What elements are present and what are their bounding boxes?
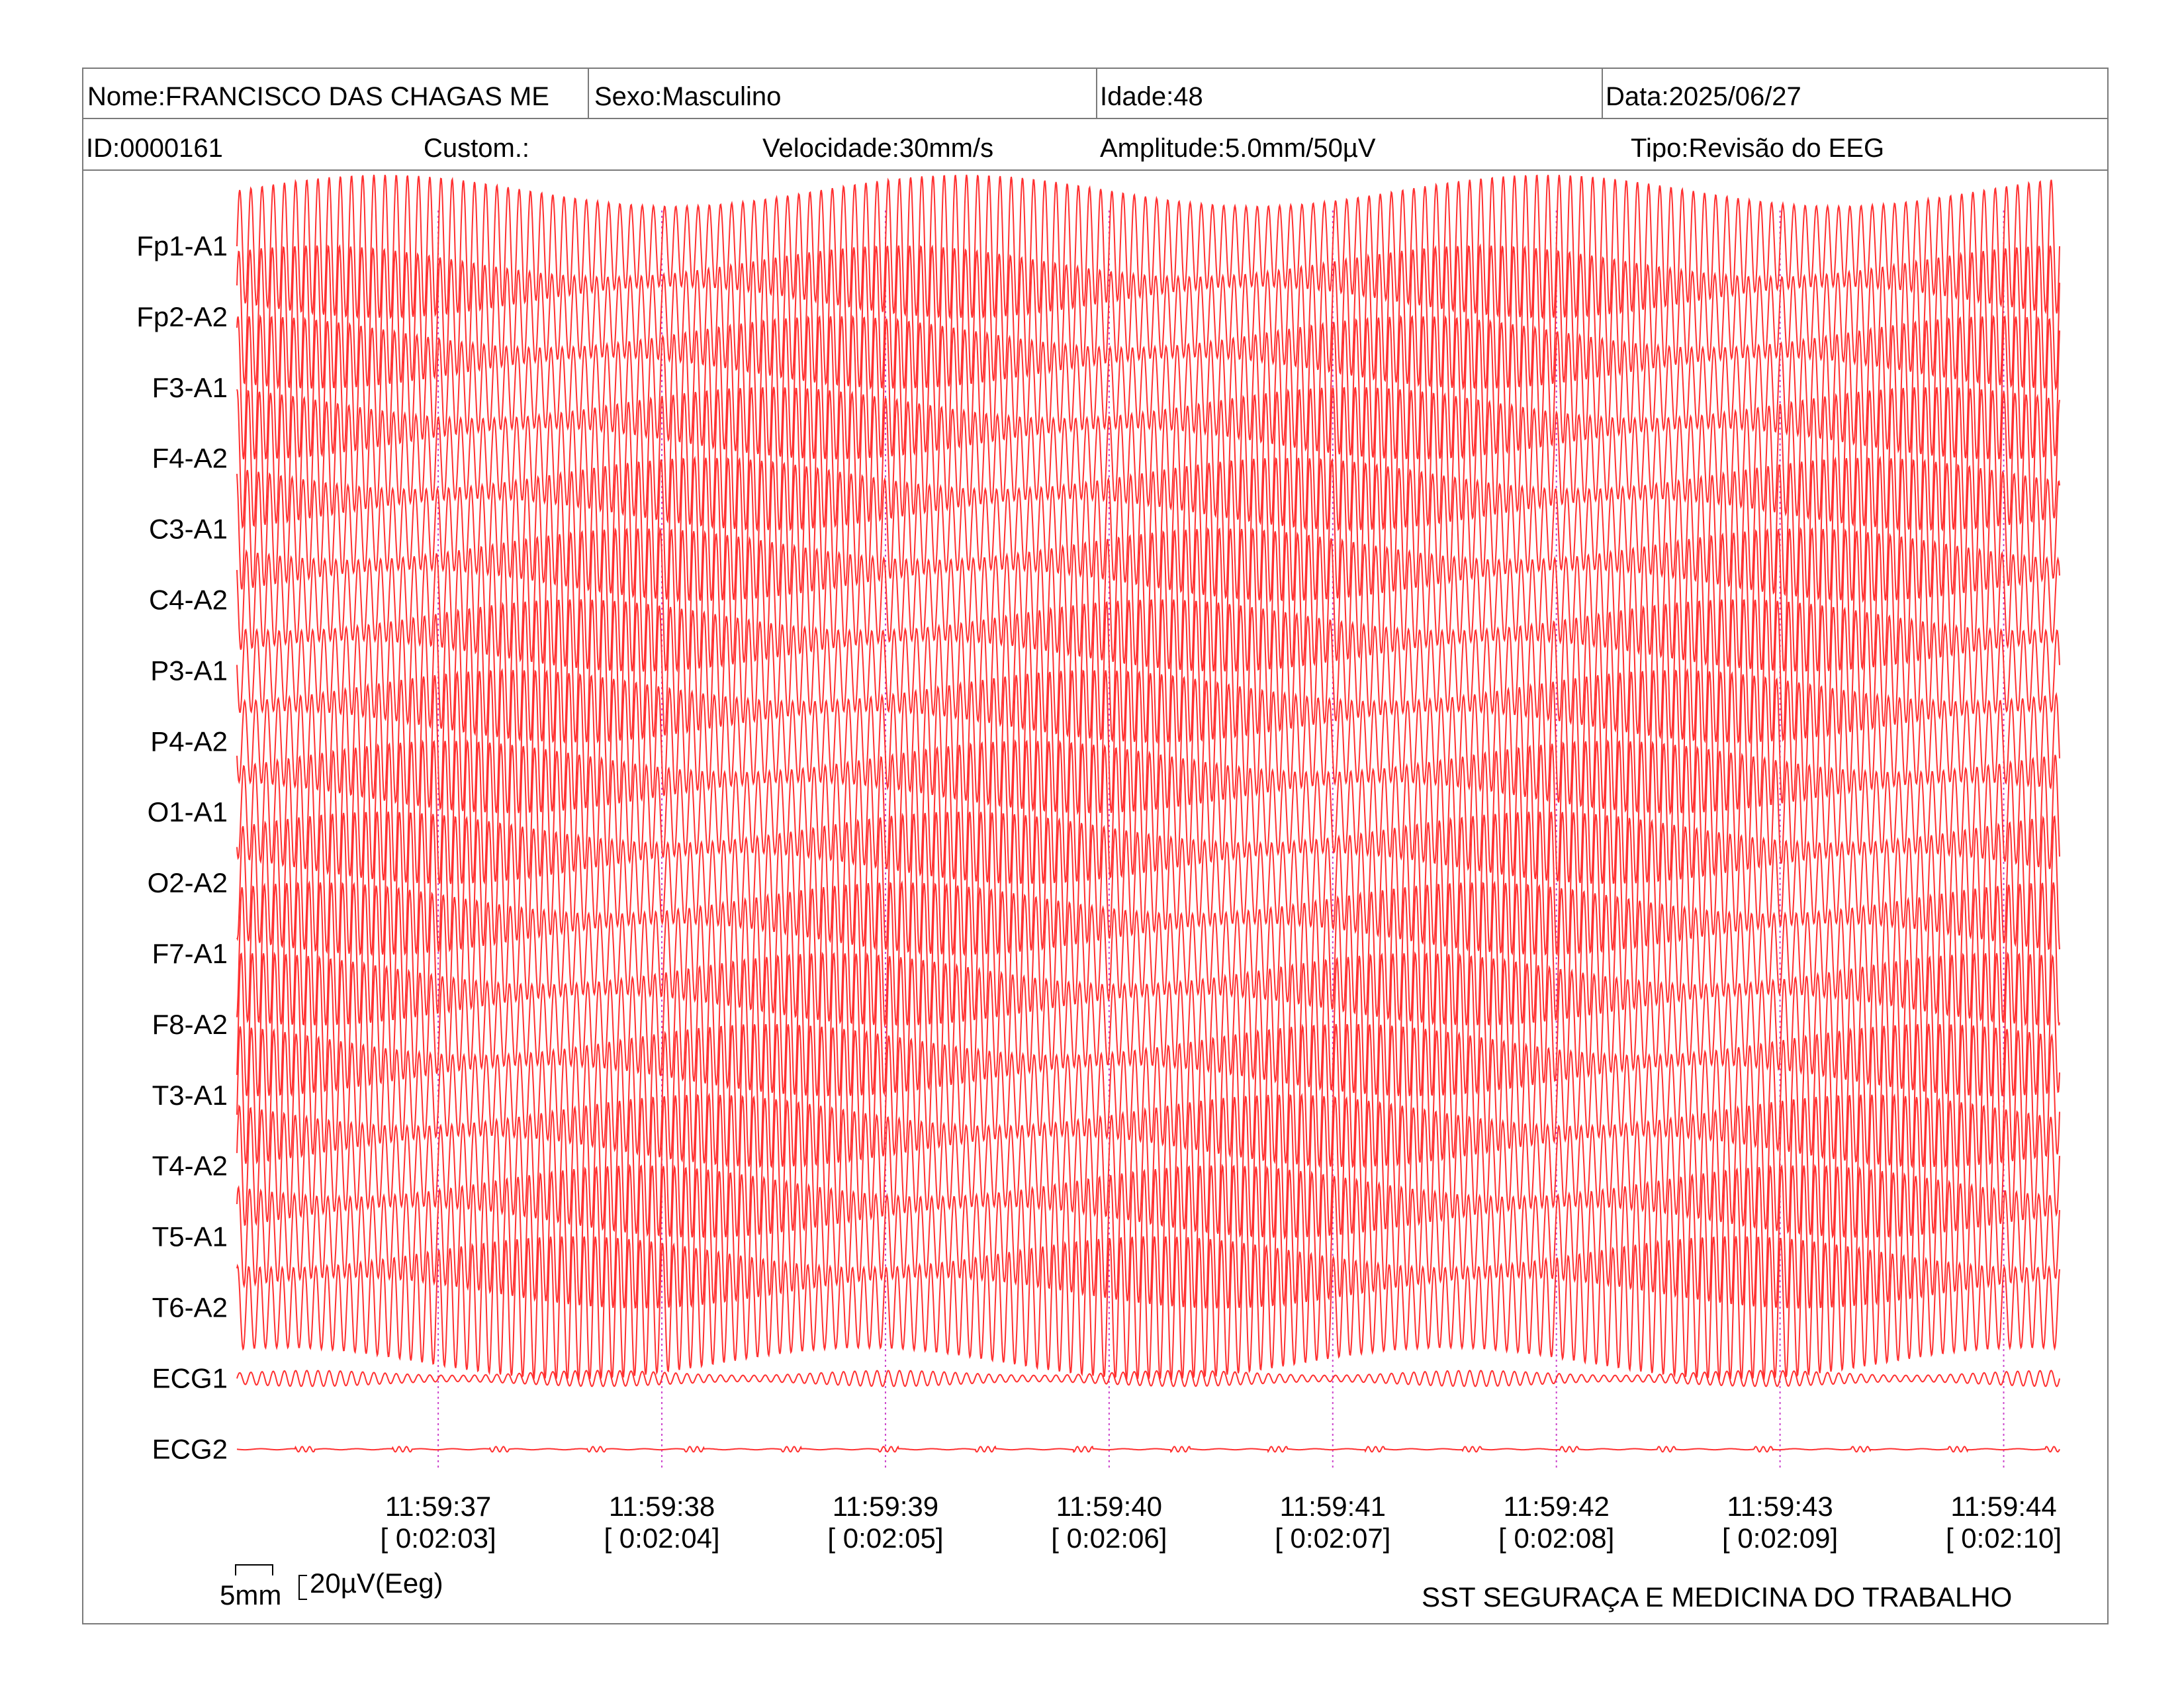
channel-trace-p4-a2 bbox=[236, 668, 2060, 816]
channel-label: T3-A1 bbox=[152, 1080, 228, 1111]
channel-label: C4-A2 bbox=[149, 585, 228, 616]
report-frame bbox=[82, 68, 2109, 1624]
patient-sex: Sexo:Masculino bbox=[594, 83, 782, 110]
channel-trace-t6-a2 bbox=[236, 1236, 2060, 1382]
channel-trace-t3-a1 bbox=[236, 1023, 2060, 1169]
channel-trace-f8-a2 bbox=[236, 951, 2060, 1098]
elapsed-label: [ 0:02:10] bbox=[1946, 1523, 2062, 1554]
header-divider bbox=[82, 169, 2109, 171]
channel-trace-c4-a2 bbox=[236, 526, 2060, 673]
channel-label: O2-A2 bbox=[148, 867, 228, 898]
elapsed-label: [ 0:02:06] bbox=[1051, 1523, 1167, 1554]
time-label: 11:59:40 bbox=[1056, 1491, 1162, 1522]
elapsed-label: [ 0:02:08] bbox=[1498, 1523, 1614, 1554]
amplitude-scale-label: 20µV(Eeg) bbox=[310, 1568, 443, 1599]
channel-trace-f3-a1 bbox=[236, 314, 2060, 460]
channel-trace-o1-a1 bbox=[236, 739, 2060, 885]
channel-label: Fp2-A2 bbox=[136, 301, 228, 332]
header-divider bbox=[1602, 68, 1603, 119]
elapsed-label: [ 0:02:07] bbox=[1275, 1523, 1390, 1554]
header-divider bbox=[1096, 68, 1097, 119]
channel-label: ECG2 bbox=[152, 1433, 228, 1464]
channel-trace-f4-a2 bbox=[236, 387, 2060, 532]
channel-trace-t5-a1 bbox=[236, 1163, 2060, 1309]
channel-label: P3-A1 bbox=[150, 655, 228, 686]
time-label: 11:59:39 bbox=[833, 1491, 938, 1522]
elapsed-label: [ 0:02:03] bbox=[381, 1523, 496, 1554]
channel-trace-fp2-a2 bbox=[236, 243, 2060, 391]
channel-label: C3-A1 bbox=[149, 514, 228, 545]
elapsed-label: [ 0:02:04] bbox=[604, 1523, 719, 1554]
elapsed-label: [ 0:02:05] bbox=[827, 1523, 943, 1554]
patient-age: Idade:48 bbox=[1100, 83, 1203, 110]
channel-label: T6-A2 bbox=[152, 1292, 228, 1323]
time-scale-bar bbox=[235, 1564, 273, 1575]
channel-label: Fp1-A1 bbox=[136, 230, 228, 261]
channel-label: F4-A2 bbox=[152, 443, 228, 474]
channel-trace-f7-a1 bbox=[236, 880, 2060, 1028]
channel-label: F7-A1 bbox=[152, 938, 228, 969]
channel-label: O1-A1 bbox=[148, 796, 228, 827]
channel-label: ECG1 bbox=[152, 1362, 228, 1393]
elapsed-label: [ 0:02:09] bbox=[1722, 1523, 1838, 1554]
channel-trace-fp1-a1 bbox=[236, 174, 2060, 320]
time-label: 11:59:37 bbox=[385, 1491, 491, 1522]
channel-label: T4-A2 bbox=[152, 1150, 228, 1182]
time-scale-label: 5mm bbox=[220, 1579, 281, 1611]
speed-setting: Velocidade:30mm/s bbox=[762, 135, 994, 162]
exam-type: Tipo:Revisão do EEG bbox=[1631, 135, 1885, 162]
patient-name: Nome:FRANCISCO DAS CHAGAS ME bbox=[87, 83, 549, 110]
channel-label: F3-A1 bbox=[152, 372, 228, 403]
custom-field: Custom.: bbox=[424, 135, 530, 162]
channel-trace-ecg2 bbox=[236, 1445, 2060, 1454]
amplitude-setting: Amplitude:5.0mm/50µV bbox=[1100, 135, 1376, 162]
channel-label: P4-A2 bbox=[150, 726, 228, 757]
channel-trace-t4-a2 bbox=[236, 1092, 2060, 1241]
time-label: 11:59:43 bbox=[1727, 1491, 1833, 1522]
time-label: 11:59:41 bbox=[1280, 1491, 1386, 1522]
channel-label: T5-A1 bbox=[152, 1221, 228, 1252]
exam-date: Data:2025/06/27 bbox=[1606, 83, 1801, 110]
time-label: 11:59:38 bbox=[609, 1491, 715, 1522]
time-label: 11:59:44 bbox=[1950, 1491, 2056, 1522]
amplitude-scale-bar bbox=[298, 1575, 307, 1600]
channel-label: F8-A2 bbox=[152, 1009, 228, 1040]
channel-trace-ecg1 bbox=[236, 1370, 2060, 1387]
patient-id: ID:0000161 bbox=[86, 135, 223, 162]
time-label: 11:59:42 bbox=[1504, 1491, 1610, 1522]
header-divider bbox=[588, 68, 589, 119]
channel-trace-o2-a2 bbox=[236, 812, 2060, 957]
channel-trace-p3-a1 bbox=[236, 599, 2060, 744]
company-name: SST SEGURAÇA E MEDICINA DO TRABALHO bbox=[1422, 1581, 2013, 1613]
channel-trace-c3-a1 bbox=[236, 455, 2060, 603]
header-divider bbox=[82, 118, 2109, 119]
